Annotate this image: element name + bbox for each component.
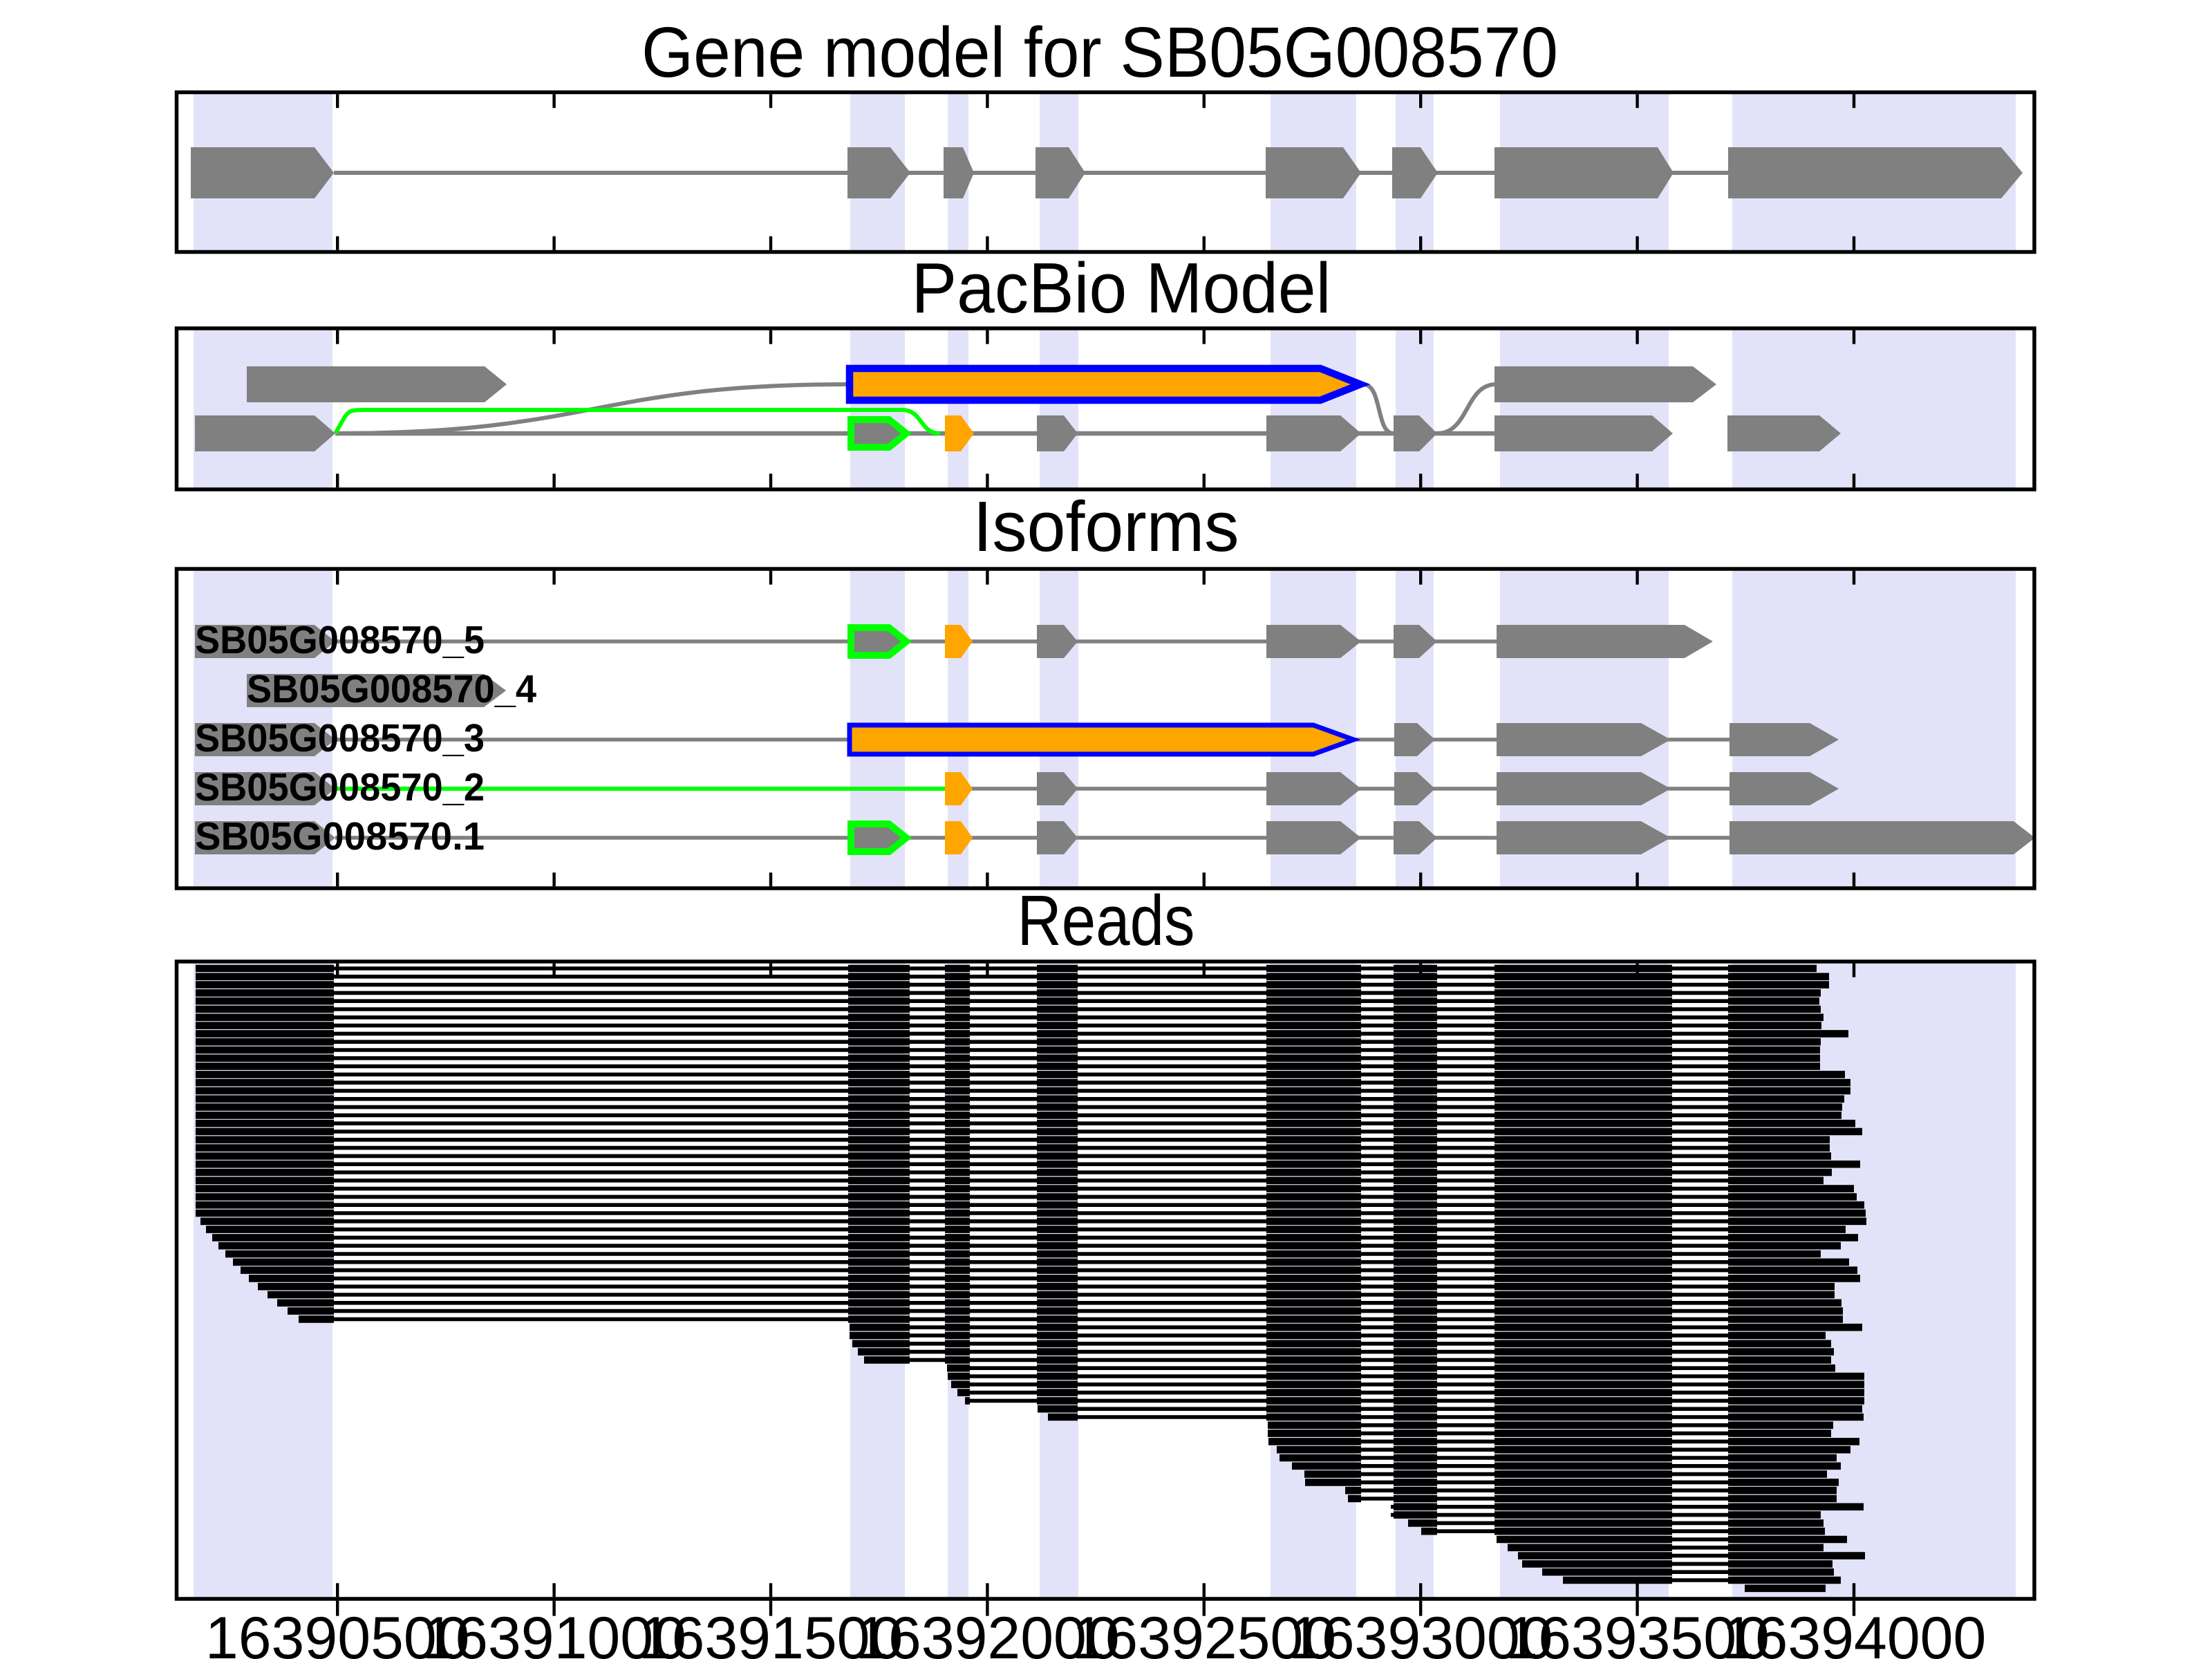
svg-text:Gene model for SB05G008570: Gene model for SB05G008570 — [641, 12, 1558, 92]
svg-text:16391000: 16391000 — [422, 1605, 686, 1659]
svg-text:Isoforms: Isoforms — [973, 487, 1239, 566]
svg-text:SB05G008570_4: SB05G008570_4 — [247, 667, 536, 711]
svg-text:SB05G008570_3: SB05G008570_3 — [195, 716, 485, 760]
svg-text:16390500: 16390500 — [205, 1605, 470, 1659]
svg-text:16392500: 16392500 — [1071, 1605, 1336, 1659]
svg-text:16393000: 16393000 — [1288, 1605, 1553, 1659]
svg-text:SB05G008570.1: SB05G008570.1 — [195, 814, 485, 859]
svg-text:PacBio Model: PacBio Model — [912, 248, 1331, 328]
svg-text:16394000: 16394000 — [1722, 1605, 1987, 1659]
svg-text:SB05G008570_5: SB05G008570_5 — [195, 618, 485, 662]
svg-text:SB05G008570_2: SB05G008570_2 — [195, 765, 485, 809]
svg-text:16392000: 16392000 — [855, 1605, 1120, 1659]
svg-text:16391500: 16391500 — [639, 1605, 903, 1659]
svg-text:16393500: 16393500 — [1505, 1605, 1770, 1659]
svg-text:Reads: Reads — [1018, 881, 1195, 960]
